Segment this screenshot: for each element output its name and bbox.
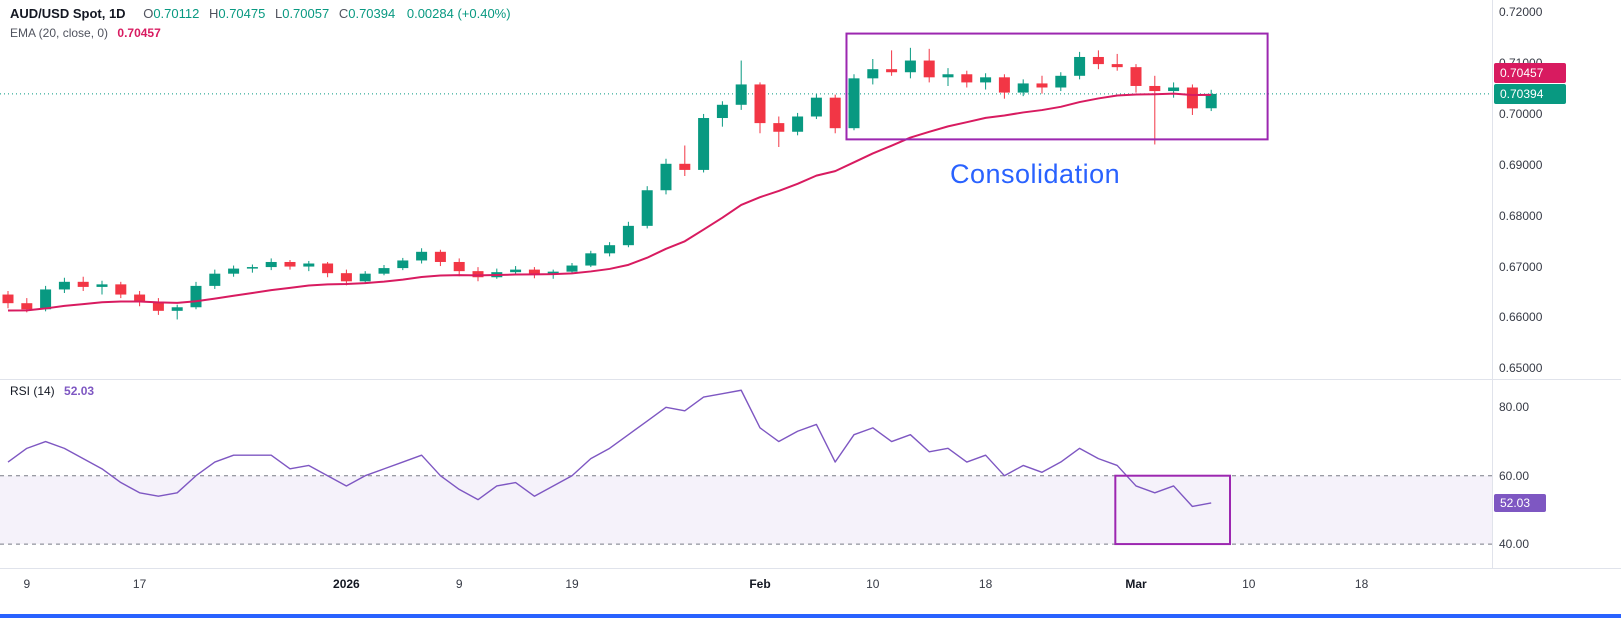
price-tick-label: 0.67000 bbox=[1499, 259, 1543, 274]
change-value: 0.00284 (+0.40%) bbox=[406, 6, 511, 21]
close-value: 0.70394 bbox=[348, 6, 396, 21]
price-tick-label: 0.65000 bbox=[1499, 361, 1543, 376]
ema-legend[interactable]: EMA (20, close, 0) 0.70457 bbox=[10, 26, 161, 40]
high-key: H bbox=[208, 6, 219, 21]
price-scale[interactable]: 0.720000.710000.700000.690000.680000.670… bbox=[1493, 0, 1621, 568]
last-price-badge: 0.70394 bbox=[1494, 83, 1566, 104]
ema-line[interactable] bbox=[7, 92, 1212, 312]
time-tick-label: 10 bbox=[866, 577, 880, 591]
high-value: 0.70475 bbox=[218, 6, 266, 21]
low-value: 0.70057 bbox=[282, 6, 330, 21]
pane-separator[interactable] bbox=[0, 379, 1621, 380]
time-tick-label: 18 bbox=[978, 577, 993, 591]
time-tick-label: 2026 bbox=[333, 577, 360, 591]
main-price-chart[interactable] bbox=[0, 0, 1492, 380]
time-axis-separator bbox=[0, 568, 1621, 569]
ema-label[interactable]: EMA (20, close, 0) bbox=[10, 26, 109, 40]
price-tick-label: 0.69000 bbox=[1499, 157, 1543, 172]
rsi-tick-label: 80.00 bbox=[1499, 400, 1530, 415]
close-key: C bbox=[338, 6, 349, 21]
consolidation-box[interactable] bbox=[845, 32, 1269, 141]
rsi-band bbox=[0, 475, 1492, 545]
symbol-legend[interactable]: AUD/USD Spot, 1D O0.70112 H0.70475 L0.70… bbox=[10, 6, 511, 21]
rsi-tick-label: 60.00 bbox=[1499, 468, 1530, 483]
ema-price-badge: 0.70457 bbox=[1494, 62, 1566, 83]
rsi-legend[interactable]: RSI (14) 52.03 bbox=[10, 384, 94, 398]
price-axis-separator bbox=[1492, 0, 1493, 568]
rsi-value-badge: 52.03 bbox=[1494, 493, 1546, 512]
rsi-line[interactable] bbox=[7, 389, 1212, 508]
time-tick-label: Mar bbox=[1125, 577, 1147, 591]
time-tick-label: Feb bbox=[749, 577, 771, 591]
time-tick-label: 10 bbox=[1242, 577, 1256, 591]
rsi-tick-label: 40.00 bbox=[1499, 537, 1530, 552]
time-tick-label: 9 bbox=[23, 577, 31, 591]
symbol-title[interactable]: AUD/USD Spot, 1D bbox=[10, 6, 126, 21]
window-bottom-border bbox=[0, 614, 1621, 618]
price-tick-label: 0.72000 bbox=[1499, 5, 1543, 20]
rsi-label[interactable]: RSI (14) bbox=[10, 384, 55, 398]
time-scale[interactable]: 9 17 2026 9 19 Feb 10 18 Mar 10 18 bbox=[0, 569, 1621, 614]
open-value: 0.70112 bbox=[153, 6, 200, 21]
open-key: O bbox=[143, 6, 154, 21]
time-tick-label: 9 bbox=[455, 577, 463, 591]
candles[interactable] bbox=[2, 47, 1217, 320]
low-key: L bbox=[274, 6, 283, 21]
rsi-box[interactable] bbox=[1114, 474, 1231, 546]
price-tick-label: 0.70000 bbox=[1499, 106, 1543, 121]
rsi-indicator-chart[interactable] bbox=[0, 380, 1492, 568]
time-tick-label: 18 bbox=[1354, 577, 1369, 591]
time-tick-label: 19 bbox=[565, 577, 579, 591]
time-tick-label: 17 bbox=[132, 577, 147, 591]
price-tick-label: 0.68000 bbox=[1499, 208, 1543, 223]
rsi-value: 52.03 bbox=[64, 384, 95, 398]
price-tick-label: 0.66000 bbox=[1499, 310, 1543, 325]
consolidation-annotation[interactable]: Consolidation bbox=[950, 159, 1121, 189]
ema-value: 0.70457 bbox=[117, 26, 161, 40]
